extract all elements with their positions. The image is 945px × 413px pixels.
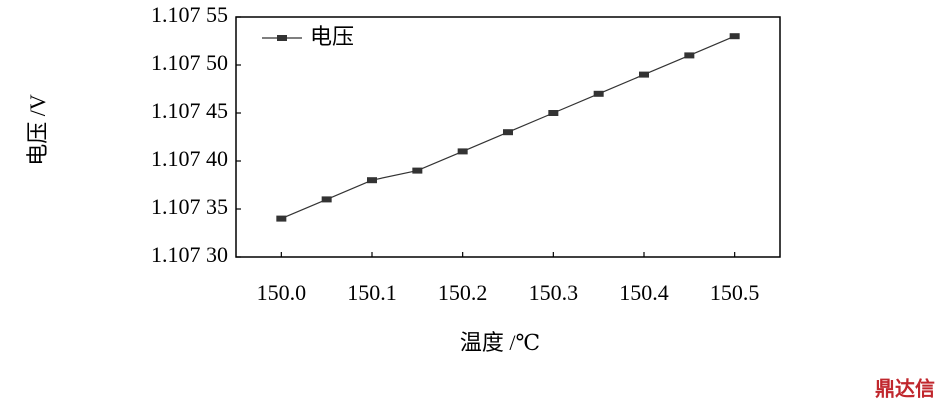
x-tick-label: 150.5 [710,280,760,305]
data-point [276,215,287,222]
y-tick-label: 1.107 45 [151,98,228,123]
x-tick-label: 150.3 [529,280,579,305]
data-point [548,110,559,116]
x-tick-label: 150.4 [619,280,669,305]
series-line [281,35,735,220]
y-tick-label: 1.107 50 [151,50,228,75]
data-point [593,90,604,97]
y-tick-label: 1.107 30 [151,242,228,267]
data-point [457,148,468,155]
watermark: 鼎达信 [875,377,935,401]
y-axis-title: 电压 /V [25,94,50,166]
legend-marker [277,35,287,41]
y-tick-label: 1.107 35 [151,194,228,219]
x-tick-label: 150.0 [257,280,307,305]
x-axis-title: 温度 /℃ [460,330,540,355]
x-tick-label: 150.2 [438,280,488,305]
plot-frame [235,16,781,258]
data-point [321,196,332,203]
data-point [639,71,649,78]
legend-label: 电压 [310,25,354,50]
data-point [729,33,740,40]
data-point [367,177,377,184]
data-point [412,167,423,174]
data-point [503,129,513,136]
y-tick-label: 1.107 55 [151,2,228,27]
y-tick-label: 1.107 40 [151,146,228,171]
x-tick-label: 150.1 [347,280,397,305]
data-point [684,52,695,59]
